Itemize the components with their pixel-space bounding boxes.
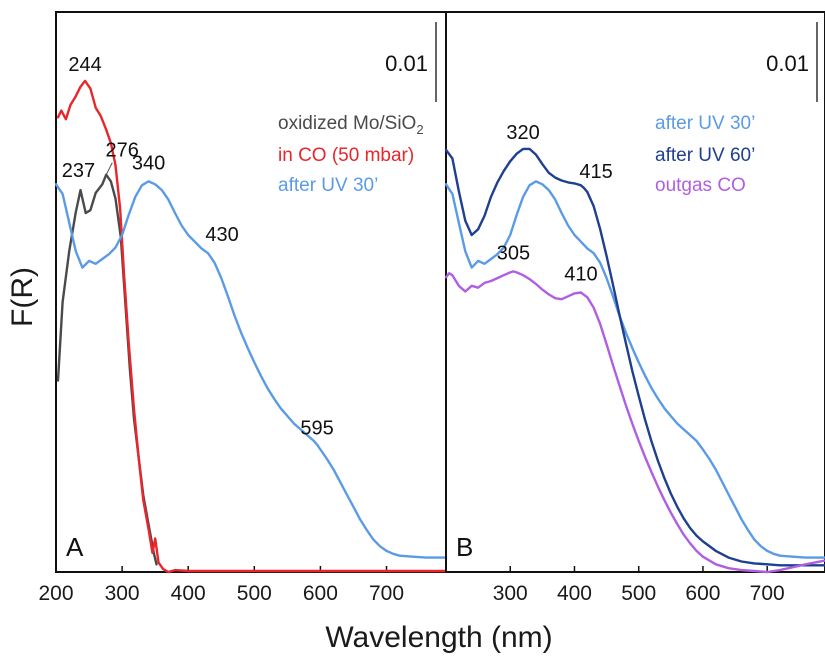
x-tick-label: 700 [750,582,785,605]
panel-b-frame [445,11,825,573]
series-line-in-co-50-mbar [56,79,448,574]
x-tick-label: 600 [303,582,338,605]
panel-a-annotations: 244 276 237 340 430 595 [62,54,334,440]
legend-item-uv30: after UV 30’ [655,113,755,134]
series-line-outgas-co [444,270,825,574]
panel-b-scale-label: 0.01 [766,51,809,76]
legend-item-outgas: outgas CO [655,175,746,196]
x-tick-label: 300 [493,582,528,605]
peak-annotation-430: 430 [205,224,238,246]
panel-b-series-group [444,147,825,574]
panel-b-x-ticks: 300 400 500 600 700 [493,566,785,605]
peak-annotation-305: 305 [497,242,530,264]
legend-item-uv60: after UV 60’ [655,145,755,166]
x-tick-label: 400 [171,582,206,605]
x-tick-label: 700 [369,582,404,605]
panel-b-annotations: 320 415 305 410 [497,122,613,286]
panel-b-letter: B [456,532,473,562]
series-line-after-uv-30 [444,180,825,559]
legend-item-oxidized: oxidized Mo/SiO2 [278,113,424,137]
panel-a-series-group [54,79,448,574]
x-axis-label: Wavelength (nm) [325,621,552,654]
panel-b: 300 400 500 600 700 320 415 305 410 0.01 B afte… [444,11,825,605]
x-tick-label: 200 [38,582,73,605]
panel-a: 200 300 400 500 600 700 244 276 237 340 430 595 0.… [38,11,448,605]
panel-a-legend: oxidized Mo/SiO2 in CO (50 mbar) after U… [278,113,424,196]
panel-a-x-ticks: 200 300 400 500 600 700 [38,566,404,605]
legend-item-in-co: in CO (50 mbar) [278,145,414,166]
peak-annotation-410: 410 [564,263,597,285]
legend-item-oxidized-subscript: 2 [416,122,423,137]
legend-item-oxidized-name: oxidized Mo/SiO [278,113,416,134]
panel-a-letter: A [66,532,84,562]
x-tick-label: 400 [557,582,592,605]
peak-annotation-237: 237 [62,160,95,182]
peak-annotation-276: 276 [106,140,139,162]
x-tick-label: 500 [621,582,656,605]
y-axis-label: F(R) [6,267,39,327]
peak-annotation-244: 244 [68,54,101,76]
peak-annotation-320: 320 [506,122,539,144]
peak-annotation-340: 340 [132,152,165,174]
panel-b-legend: after UV 30’ after UV 60’ outgas CO [655,113,755,196]
series-line-after-uv-30 [54,180,448,559]
x-tick-label: 600 [685,582,720,605]
x-tick-label: 300 [105,582,140,605]
panel-a-frame [55,11,447,573]
peak-annotation-595: 595 [300,418,333,440]
series-line-after-uv-60 [444,147,825,567]
legend-item-after-uv-30: after UV 30’ [278,175,378,196]
x-tick-label: 500 [237,582,272,605]
panel-a-scale-label: 0.01 [385,51,428,76]
annotation-leader-line [105,162,113,175]
peak-annotation-415: 415 [579,161,612,183]
